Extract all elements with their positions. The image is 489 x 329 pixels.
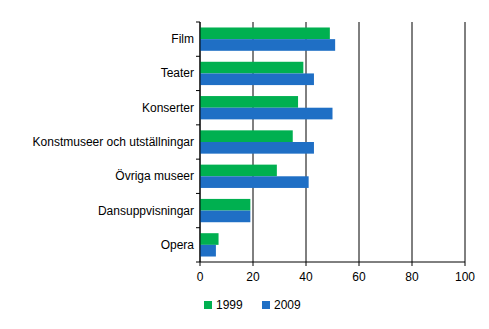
bar: [200, 130, 293, 142]
category-tick: [196, 159, 200, 160]
x-tick: [306, 262, 307, 266]
category-label: Konstmuseer och utställningar: [33, 135, 194, 149]
bar: [200, 165, 277, 177]
grid-line: [465, 22, 466, 262]
bars: [200, 27, 335, 256]
bar: [200, 96, 298, 108]
category-label: Dansuppvisningar: [98, 204, 194, 218]
grid-line: [359, 22, 360, 262]
x-tick-label: 40: [299, 270, 313, 284]
category-label: Övriga museer: [115, 169, 194, 183]
x-tick: [412, 262, 413, 266]
x-tick-label: 60: [352, 270, 366, 284]
legend-swatch: [262, 301, 270, 309]
bar: [200, 108, 333, 120]
x-tick-label: 80: [405, 270, 419, 284]
category-tick: [196, 227, 200, 228]
legend-label: 2009: [274, 298, 301, 312]
grid-line: [200, 22, 201, 262]
category-tick: [196, 90, 200, 91]
x-tick-label: 100: [455, 270, 475, 284]
x-tick-label: 20: [246, 270, 260, 284]
y-axis: [200, 22, 201, 262]
chart: Film Teater Konserter Konstmuseer och utstä…: [0, 0, 489, 329]
bar: [200, 39, 335, 51]
category-label: Konserter: [142, 101, 194, 115]
x-tick: [253, 262, 254, 266]
category-tick: [196, 124, 200, 125]
bar: [200, 73, 314, 85]
x-tick: [359, 262, 360, 266]
category-label: Film: [171, 32, 194, 46]
legend-swatch: [204, 301, 212, 309]
category-tick: [196, 22, 200, 23]
bar: [200, 199, 250, 211]
x-tick: [465, 262, 466, 266]
x-tick: [200, 262, 201, 266]
bar: [200, 233, 219, 245]
bar: [200, 27, 330, 39]
category-tick: [196, 56, 200, 57]
bar: [200, 176, 309, 188]
x-tick-label: 0: [197, 270, 204, 284]
bar: [200, 211, 250, 223]
legend-label: 1999: [216, 298, 243, 312]
category-tick: [196, 193, 200, 194]
category-tick: [196, 262, 200, 263]
category-label: Teater: [161, 66, 194, 80]
bar: [200, 62, 303, 74]
bar: [200, 245, 216, 257]
bar: [200, 142, 314, 154]
x-axis: [200, 262, 465, 263]
grid-line: [412, 22, 413, 262]
category-label: Opera: [161, 238, 195, 252]
